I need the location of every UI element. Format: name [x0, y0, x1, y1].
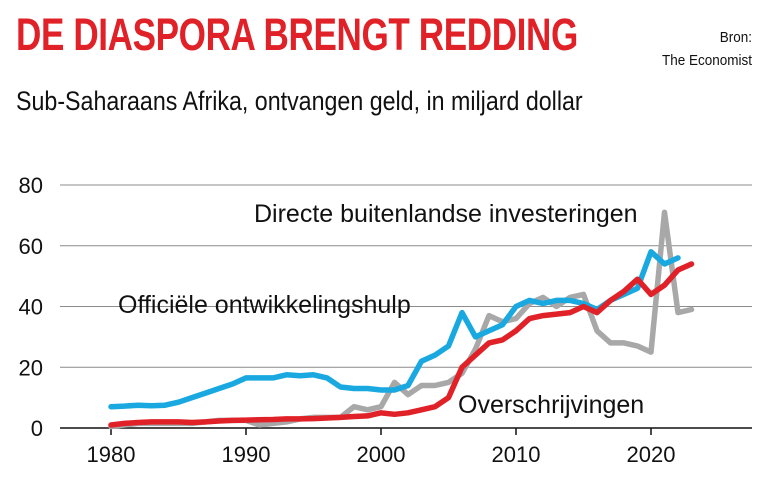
- x-tick-label-2000: 2000: [357, 442, 406, 467]
- y-tick-label-0: 0: [31, 416, 43, 441]
- y-tick-label-20: 20: [19, 355, 43, 380]
- label-oda: Officiële ontwikkelingshulp: [118, 291, 411, 319]
- source-name: The Economist: [661, 52, 752, 69]
- x-axis: [60, 427, 752, 435]
- series-lines: [108, 209, 695, 430]
- remittances-line: [108, 261, 695, 428]
- x-tick-label-2010: 2010: [492, 442, 541, 467]
- y-tick-label-60: 60: [19, 234, 43, 259]
- series-labels: Directe buitenlandse investeringen Offic…: [118, 200, 644, 419]
- source-note: Bron: The Economist: [662, 26, 752, 72]
- y-tick-labels: 0 20 40 60 80: [19, 173, 43, 441]
- x-tick-label-2020: 2020: [627, 442, 676, 467]
- source-label: Bron:: [719, 29, 752, 46]
- chart-subtitle: Sub-Saharaans Afrika, ontvangen geld, in…: [16, 86, 583, 116]
- label-fdi: Directe buitenlandse investeringen: [254, 200, 638, 228]
- oda-line: [108, 249, 681, 410]
- chart-title: DE DIASPORA BRENGT REDDING: [16, 9, 578, 60]
- gridlines: [60, 184, 752, 368]
- x-tick-label-1980: 1980: [87, 442, 136, 467]
- y-tick-label-80: 80: [19, 173, 43, 198]
- x-tick-label-1990: 1990: [222, 442, 271, 467]
- x-tick-labels: 1980 1990 2000 2010 2020: [87, 442, 676, 467]
- y-tick-label-40: 40: [19, 295, 43, 320]
- label-remittances: Overschrijvingen: [458, 391, 644, 419]
